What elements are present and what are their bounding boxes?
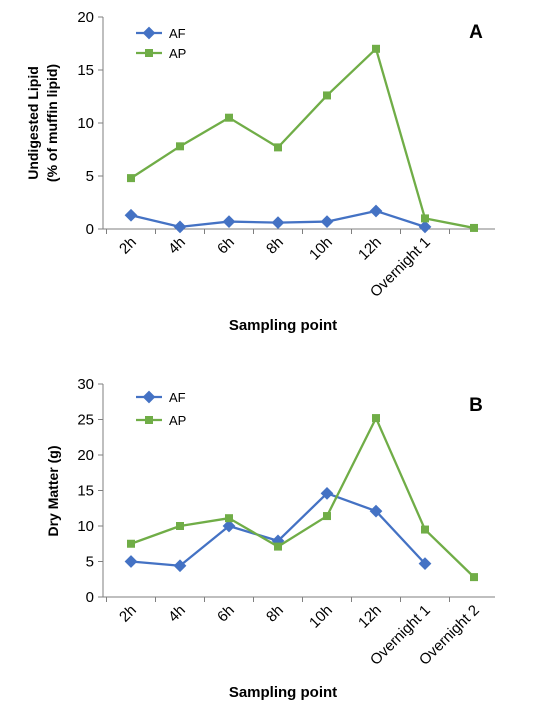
chart-a-legend-ap-label: AP xyxy=(169,46,186,61)
chart-a-y-tick-label: 20 xyxy=(77,9,94,26)
chart-b-point-ap xyxy=(225,514,233,523)
chart-a-y-tick-label: 5 xyxy=(86,168,94,185)
chart-a-legend-af-marker xyxy=(142,26,156,40)
chart-a-ylabel-line2: (% of muffin lipid) xyxy=(44,64,60,182)
chart-a-point-af xyxy=(124,208,138,222)
chart-b-point-ap xyxy=(470,573,478,582)
chart-b-series-af-line xyxy=(130,492,426,567)
chart-a-legend-ap-marker xyxy=(145,49,153,57)
chart-a-point-af xyxy=(173,220,187,234)
chart-b-y-tick-label: 25 xyxy=(77,412,94,429)
chart-b-x-tick-label: 10h xyxy=(306,602,336,632)
chart-a-axes xyxy=(102,17,495,230)
chart-a-point-af xyxy=(271,216,285,230)
chart-a-x-tick-label: 4h xyxy=(165,234,189,258)
chart-b-x-tick-label: 6h xyxy=(214,602,238,626)
chart-b-y-tick-label: 30 xyxy=(77,376,94,393)
chart-a-ylabel-line1: Undigested Lipid xyxy=(25,66,41,180)
chart-a-point-ap xyxy=(323,91,331,100)
chart-b-point-af xyxy=(124,555,138,568)
chart-a-panel-label: A xyxy=(469,22,483,43)
chart-a-point-af xyxy=(369,204,383,218)
chart-b-legend-af-marker xyxy=(142,390,156,404)
chart-a-point-af xyxy=(418,220,432,234)
chart-a-series xyxy=(124,44,478,234)
chart-b-xlabel: Sampling point xyxy=(229,684,337,701)
chart-a-x-tick-label: 2h xyxy=(116,234,140,258)
chart-b-point-af xyxy=(320,486,334,500)
chart-a-point-ap xyxy=(225,113,233,122)
chart-a-point-ap xyxy=(421,214,429,223)
chart-b-legend-ap-marker xyxy=(145,416,153,424)
chart-b-y-tick-label: 20 xyxy=(77,447,94,464)
chart-a-x-tick-label: 10h xyxy=(306,234,336,264)
chart-b-legend: AF AP xyxy=(136,390,186,428)
chart-b-legend-af-label: AF xyxy=(169,390,186,405)
chart-a-point-ap xyxy=(176,142,184,151)
chart-b-point-af xyxy=(369,504,383,518)
chart-a-series-ap-line xyxy=(130,47,475,230)
chart-b-y-tick-label: 15 xyxy=(77,483,94,500)
chart-b-x-tick-label: 12h xyxy=(355,602,385,632)
chart-b-x-tick-label: 8h xyxy=(263,602,287,626)
chart-b-point-ap xyxy=(274,542,282,551)
chart-a-y-ticks: 0 5 10 15 20 xyxy=(77,9,103,238)
chart-b-panel-label: B xyxy=(469,395,483,416)
chart-a-point-ap xyxy=(127,174,135,183)
chart-b-x-tick-label: 2h xyxy=(116,602,140,626)
chart-b-legend-ap-label: AP xyxy=(169,413,186,428)
chart-a-y-tick-label: 0 xyxy=(86,221,94,238)
chart-a-point-af xyxy=(320,215,334,228)
chart-a-xlabel: Sampling point xyxy=(229,317,337,334)
chart-a-y-tick-label: 15 xyxy=(77,62,94,79)
chart-a-legend: AF AP xyxy=(136,26,186,61)
chart-b-y-tick-label: 10 xyxy=(77,518,94,535)
chart-a-point-ap xyxy=(274,143,282,152)
chart-b-ylabel: Dry Matter (g) xyxy=(45,445,61,536)
chart-b-point-ap xyxy=(127,539,135,548)
chart-a-x-tick-label: 12h xyxy=(355,234,385,264)
chart-a-y-tick-label: 10 xyxy=(77,115,94,132)
chart-b-y-tick-label: 0 xyxy=(86,589,94,606)
chart-b-y-tick-label: 5 xyxy=(86,554,94,571)
chart-b-point-ap xyxy=(372,414,380,423)
chart-b: Dry Matter (g) 0 5 10 15 20 25 30 2h 4h 6h 8h 10h 1… xyxy=(45,376,495,701)
chart-b-point-ap xyxy=(323,512,331,521)
chart-b-y-ticks: 0 5 10 15 20 25 30 xyxy=(77,376,103,606)
chart-a-legend-af-label: AF xyxy=(169,26,186,41)
chart-b-x-tick-label: 4h xyxy=(165,602,189,626)
chart-a-point-ap xyxy=(372,44,380,53)
chart-b-point-ap xyxy=(421,525,429,534)
chart-b-series xyxy=(124,414,478,582)
chart-a-point-af xyxy=(222,215,236,228)
chart-b-point-ap xyxy=(176,522,184,530)
chart-b-series-ap-line xyxy=(130,416,475,578)
chart-a-x-tick-label: 8h xyxy=(263,234,287,258)
chart-a-point-ap xyxy=(470,223,478,232)
chart-a-x-tick-label: 6h xyxy=(214,234,238,258)
chart-a: Undigested Lipid (% of muffin lipid) 0 5 1… xyxy=(25,9,495,334)
